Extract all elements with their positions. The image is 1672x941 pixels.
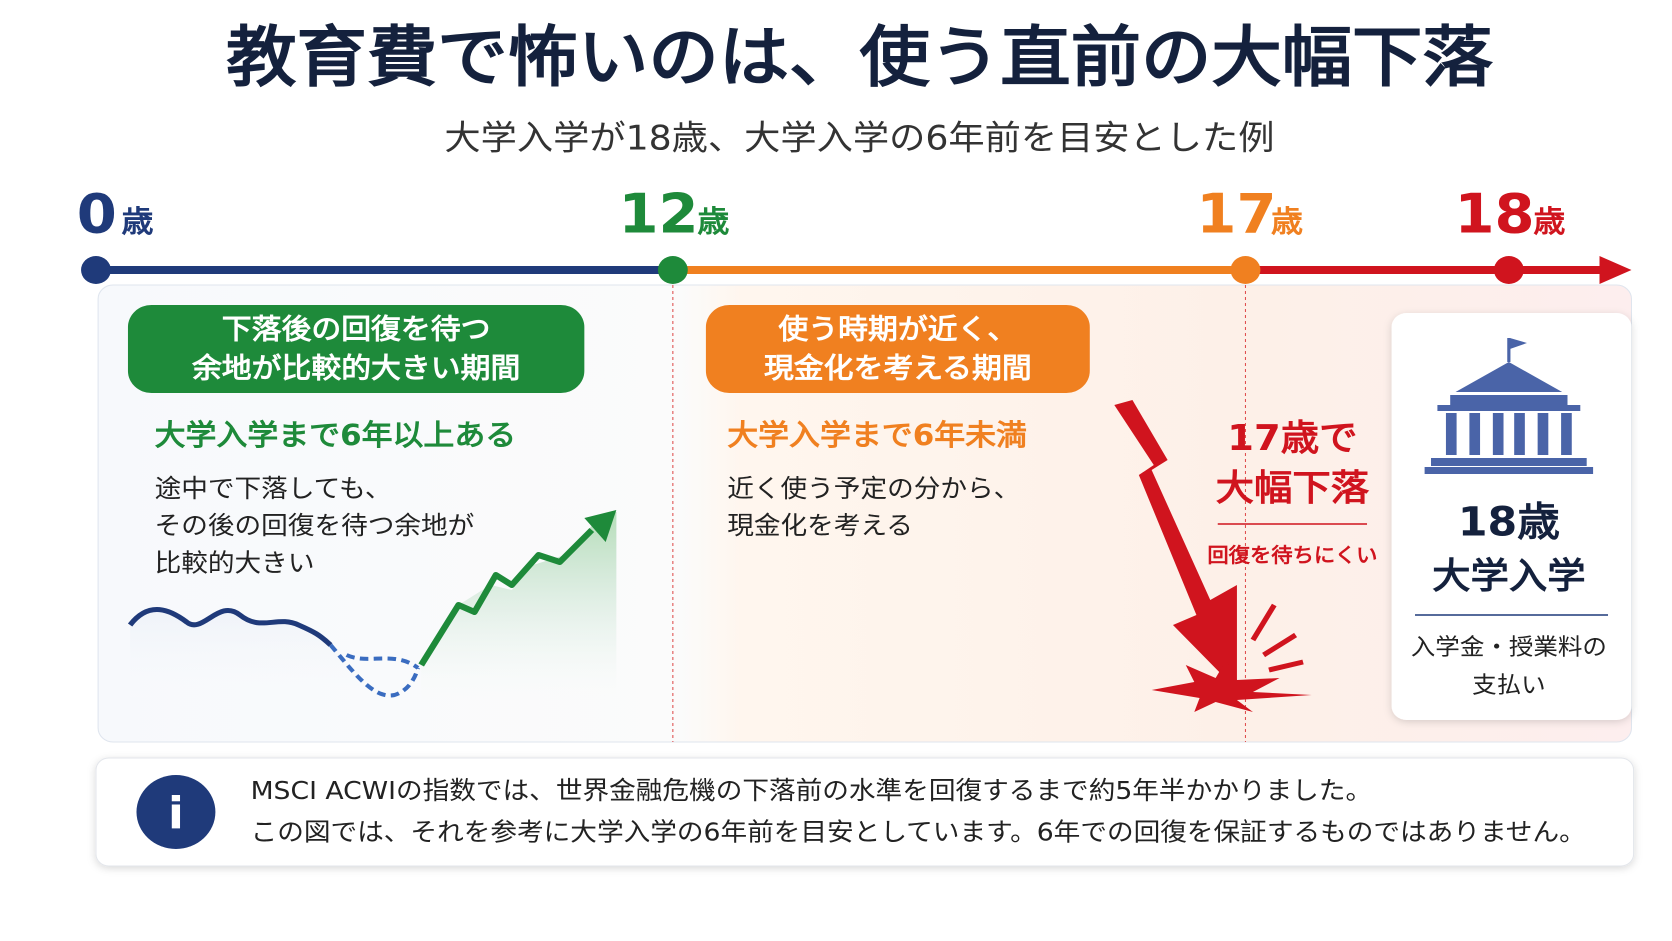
phase-heading: 大学入学まで6年未満 (727, 419, 1027, 453)
phase-body: その後の回復を待つ余地が (155, 512, 475, 541)
subtitle: 大学入学が18歳、大学入学の6年前を目安とした例 (444, 119, 1274, 159)
age-labels: 0 歳 12 歳 17 歳 18 歳 (77, 183, 1566, 246)
age-unit: 歳 (1533, 205, 1565, 240)
phase-body: 途中で下落しても、 (155, 475, 392, 504)
info-icon (136, 775, 216, 849)
age-unit: 歳 (1271, 205, 1303, 240)
crash-arrow (1114, 400, 1237, 690)
age-unit: 歳 (697, 205, 729, 240)
badge-text: 下落後の回復を待つ (222, 313, 491, 346)
info-icon-glyph: i (168, 787, 184, 838)
timeline-dot (1493, 256, 1524, 284)
timeline-arrow (1599, 256, 1632, 284)
crash-illustration (1114, 400, 1312, 712)
dip-line (328, 643, 421, 698)
drop-heading: 17歳で (1227, 416, 1357, 459)
age-number: 17 (1196, 183, 1276, 246)
impact-ray (1250, 603, 1277, 642)
phase-body: 現金化を考える (727, 512, 913, 541)
drop-heading: 大幅下落 (1216, 466, 1370, 509)
entrance-heading: 18歳 (1458, 499, 1560, 545)
drop-note: 回復を待ちにくい (1207, 543, 1377, 566)
badge (127, 305, 585, 393)
age-number: 0 (77, 183, 117, 246)
info-text: MSCI ACWIの指数では、世界金融危機の下落前の水準を回復するまで約5年半か… (251, 777, 1373, 806)
timeline (81, 256, 1632, 284)
badge (705, 305, 1090, 393)
recovery-illustration (127, 510, 617, 715)
timeline-dot (1230, 256, 1261, 284)
entrance-heading: 大学入学 (1432, 554, 1586, 597)
impact-ray (1268, 659, 1304, 673)
rise-arrow (584, 510, 617, 542)
entrance-body: 入学金・授業料の (1411, 633, 1607, 660)
entrance-body: 支払い (1472, 671, 1546, 698)
area (421, 512, 617, 715)
info-text: この図では、それを参考に大学入学の6年前を目安としています。6年での回復を保証す… (251, 818, 1586, 847)
title: 教育費で怖いのは、使う直前の大幅下落 (226, 20, 1494, 96)
phase-heading: 大学入学まで6年以上ある (155, 419, 517, 453)
badge-text: 現金化を考える期間 (764, 352, 1032, 385)
phase-body: 近く使う予定の分から、 (727, 475, 1020, 504)
badge-text: 余地が比較的大きい期間 (191, 352, 520, 385)
university-icon (1424, 338, 1594, 474)
timeline-dot (81, 256, 111, 284)
age-number: 18 (1454, 183, 1534, 246)
dip-line (345, 653, 420, 670)
age-number: 12 (618, 183, 698, 246)
impact-burst (1151, 660, 1312, 712)
timeline-dot (657, 256, 688, 284)
info-box (95, 757, 1635, 867)
age-unit: 歳 (122, 205, 154, 240)
phase-body: 比較的大きい (155, 549, 315, 578)
impact-ray (1262, 632, 1298, 658)
badge-text: 使う時期が近く、 (777, 313, 1017, 346)
rise-line (418, 527, 595, 667)
wave-line (127, 607, 333, 647)
